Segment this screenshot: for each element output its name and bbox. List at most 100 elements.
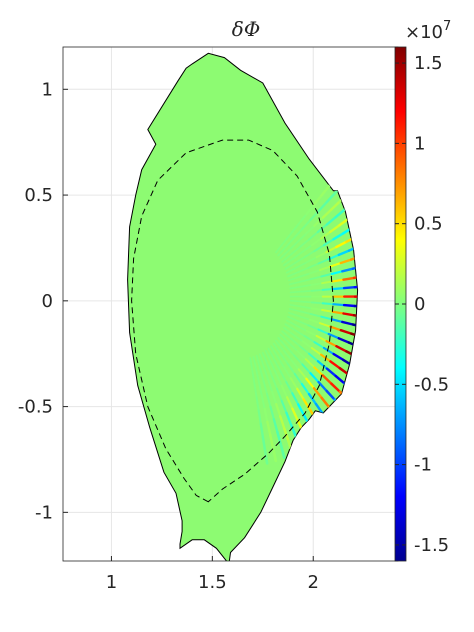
wave-stripe xyxy=(332,232,345,241)
wave-stripe xyxy=(308,231,319,241)
wave-stripe xyxy=(310,301,324,305)
wave-stripe xyxy=(299,345,310,355)
colorbar-tick-label: -1.5 xyxy=(414,535,449,556)
wave-stripe xyxy=(284,262,296,270)
wave-stripe xyxy=(297,266,310,274)
wave-stripe xyxy=(339,258,353,265)
wave-stripe xyxy=(290,245,301,256)
wave-stripe xyxy=(309,372,320,384)
wave-stripe xyxy=(293,354,304,366)
wave-stripe xyxy=(313,216,324,227)
wave-stripe xyxy=(325,367,337,378)
y-tick-label: -0.5 xyxy=(18,397,53,418)
wave-stripe xyxy=(310,347,323,356)
wave-stripe xyxy=(342,286,356,290)
colorbar-exponent-power: 7 xyxy=(443,19,451,34)
wave-stripe xyxy=(253,383,258,399)
wave-stripe xyxy=(297,403,306,417)
colorbar: 1.5 1 0.5 0 -0.5 -1 -1.5 ×107 xyxy=(394,19,451,562)
wave-stripe xyxy=(294,329,306,338)
wave-stripe xyxy=(283,257,295,267)
x-tick-label: 2 xyxy=(308,572,319,593)
wave-stripe xyxy=(289,299,303,303)
wave-stripe xyxy=(271,390,278,405)
wave-stripe xyxy=(313,341,325,349)
wave-stripe xyxy=(308,352,319,363)
wave-stripe xyxy=(335,240,348,249)
wave-stripe xyxy=(300,382,311,396)
wave-stripe xyxy=(298,315,311,321)
wave-stripe xyxy=(331,310,345,315)
colorbar-tick-label: 0 xyxy=(414,294,425,315)
wave-stripe xyxy=(271,446,278,463)
y-axis: 1 0.5 0 -0.5 -1 xyxy=(18,79,68,523)
wave-stripe xyxy=(325,389,337,402)
wave-stripe xyxy=(325,192,337,204)
wave-stripe xyxy=(308,318,321,325)
wave-stripe xyxy=(327,332,340,340)
wave-stripe xyxy=(267,347,276,361)
wave-stripe xyxy=(251,370,256,386)
wave-stripe xyxy=(342,312,356,317)
wave-stripe xyxy=(266,393,272,408)
wave-stripe xyxy=(292,333,304,343)
wave-stripe xyxy=(258,353,265,368)
wave-stripe xyxy=(309,313,323,318)
wave-stripe xyxy=(352,274,358,280)
colorbar-tick-label: -0.5 xyxy=(414,374,449,395)
wave-stripe xyxy=(279,333,290,344)
wave-stripe xyxy=(320,272,333,278)
wave-stripe xyxy=(351,264,358,270)
wave-stripe xyxy=(280,399,288,414)
colorbar-tick-label: 1 xyxy=(414,133,425,154)
wave-stripe xyxy=(281,253,292,263)
colorbar-exponent-base: ×10 xyxy=(405,22,443,43)
wave-stripe xyxy=(334,374,346,385)
wave-stripe xyxy=(305,377,316,390)
wave-stripe xyxy=(319,322,332,328)
wave-stripe xyxy=(329,223,341,234)
x-axis: 1 1.5 2 xyxy=(106,556,319,593)
wave-stripe xyxy=(270,361,278,375)
wave-stripe xyxy=(275,339,285,352)
wave-stripe xyxy=(341,320,355,326)
wave-stripe xyxy=(263,448,269,465)
wave-stripe xyxy=(271,375,278,390)
wave-stripe xyxy=(299,238,310,248)
wave-stripe xyxy=(285,236,296,248)
wave-stripe xyxy=(287,241,299,252)
wave-stripe xyxy=(335,345,348,353)
wave-stripe xyxy=(290,222,300,235)
wave-stripe xyxy=(289,377,299,390)
wave-stripe xyxy=(289,423,298,439)
wave-stripe xyxy=(270,345,279,358)
wave-stripe xyxy=(258,381,263,397)
wave-stripe xyxy=(322,346,335,356)
wave-stripe xyxy=(352,314,358,319)
y-tick-label: 1 xyxy=(42,79,53,100)
wave-stripe xyxy=(310,237,323,247)
wave-stripe xyxy=(305,203,316,216)
wave-stripe xyxy=(307,392,318,406)
wave-stripe xyxy=(310,288,324,292)
wave-stripe xyxy=(279,443,286,459)
wave-stripe xyxy=(280,384,289,399)
wave-stripe xyxy=(281,330,292,340)
wave-stripe xyxy=(294,256,306,264)
wave-stripe xyxy=(317,328,330,335)
wave-stripe xyxy=(322,238,335,247)
wave-stripe xyxy=(301,340,313,349)
wave-stripe xyxy=(317,200,328,213)
wave-stripe xyxy=(285,345,296,357)
wave-stripe xyxy=(275,242,285,254)
wave-stripe xyxy=(299,305,313,310)
wave-stripe xyxy=(285,411,293,427)
wave-stripe xyxy=(351,323,358,329)
wave-stripe xyxy=(257,409,262,425)
wave-stripe xyxy=(289,290,303,294)
wave-stripe xyxy=(299,278,312,283)
wave-stripe xyxy=(273,358,282,372)
wave-stripe xyxy=(297,368,308,380)
wave-stripe xyxy=(286,362,296,375)
